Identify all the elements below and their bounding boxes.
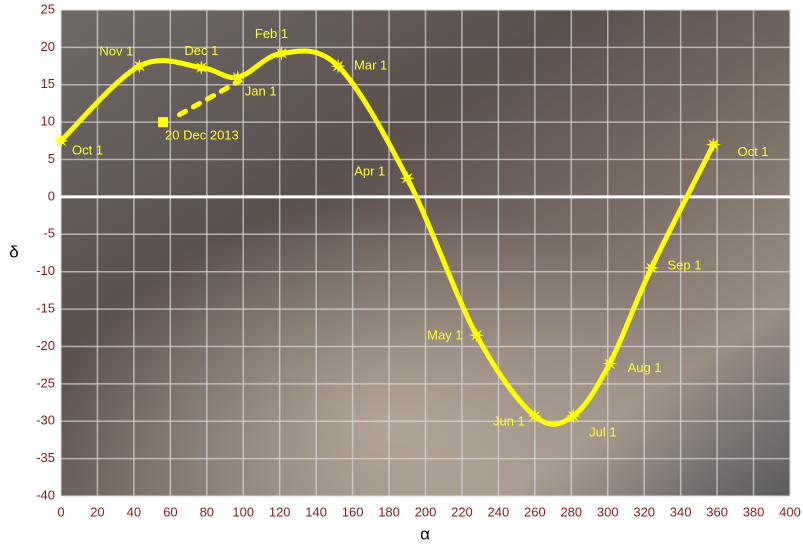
x-tick-label: 400 [779, 504, 801, 519]
x-tick-label: 220 [451, 504, 473, 519]
point-label: Aug 1 [628, 360, 662, 375]
y-tick-label: -40 [36, 487, 55, 502]
y-tick-label: -10 [36, 263, 55, 278]
y-tick-label: 5 [48, 151, 55, 166]
y-tick-label: -5 [43, 226, 55, 241]
marker [131, 58, 147, 74]
x-tick-label: 260 [524, 504, 546, 519]
marker [565, 408, 581, 424]
point-label: Nov 1 [99, 44, 133, 59]
marker [469, 327, 485, 343]
marker [643, 260, 659, 276]
point-label: Sep 1 [667, 257, 701, 272]
point-label: Oct 1 [72, 142, 103, 157]
x-tick-label: 140 [305, 504, 327, 519]
x-tick-label: 200 [415, 504, 437, 519]
marker [274, 45, 290, 61]
point-label: Jan 1 [245, 84, 277, 99]
x-tick-label: 300 [597, 504, 619, 519]
y-axis-label: δ [9, 242, 18, 261]
x-tick-label: 360 [706, 504, 728, 519]
x-tick-label: 80 [200, 504, 214, 519]
x-tick-label: 280 [560, 504, 582, 519]
y-tick-label: 10 [41, 114, 55, 129]
marker [705, 137, 721, 153]
marker [330, 58, 346, 74]
x-tick-label: 40 [127, 504, 141, 519]
x-tick-label: 100 [232, 504, 254, 519]
x-tick-label: 340 [670, 504, 692, 519]
marker [602, 356, 618, 372]
y-tick-label: 20 [41, 39, 55, 54]
x-tick-label: 0 [57, 504, 64, 519]
x-tick-label: 60 [163, 504, 177, 519]
x-tick-label: 380 [743, 504, 765, 519]
x-tick-label: 180 [378, 504, 400, 519]
series-line [176, 78, 243, 118]
y-tick-label: -35 [36, 450, 55, 465]
marker [193, 60, 209, 76]
x-tick-label: 240 [488, 504, 510, 519]
marker [527, 408, 543, 424]
y-tick-label: 25 [41, 1, 55, 16]
point-label: Oct 1 [737, 144, 768, 159]
point-label: Jun 1 [493, 413, 525, 428]
marker [399, 170, 415, 186]
y-tick-label: 15 [41, 76, 55, 91]
x-tick-label: 160 [342, 504, 364, 519]
point-label: Apr 1 [354, 164, 385, 179]
point-label: May 1 [427, 328, 462, 343]
y-tick-label: -30 [36, 413, 55, 428]
x-tick-label: 120 [269, 504, 291, 519]
point-label: Mar 1 [354, 58, 387, 73]
point-label: Feb 1 [255, 26, 288, 41]
x-tick-label: 320 [633, 504, 655, 519]
y-tick-label: -20 [36, 338, 55, 353]
annotation-label: 20 Dec 2013 [165, 128, 239, 143]
marker [53, 133, 69, 149]
x-axis-label: α [420, 524, 430, 543]
y-tick-label: -15 [36, 301, 55, 316]
y-tick-label: -25 [36, 375, 55, 390]
point-label: Dec 1 [184, 43, 218, 58]
point-label: Jul 1 [589, 424, 616, 439]
x-tick-label: 20 [90, 504, 104, 519]
annotation-marker [158, 117, 169, 128]
y-tick-label: 0 [48, 188, 55, 203]
